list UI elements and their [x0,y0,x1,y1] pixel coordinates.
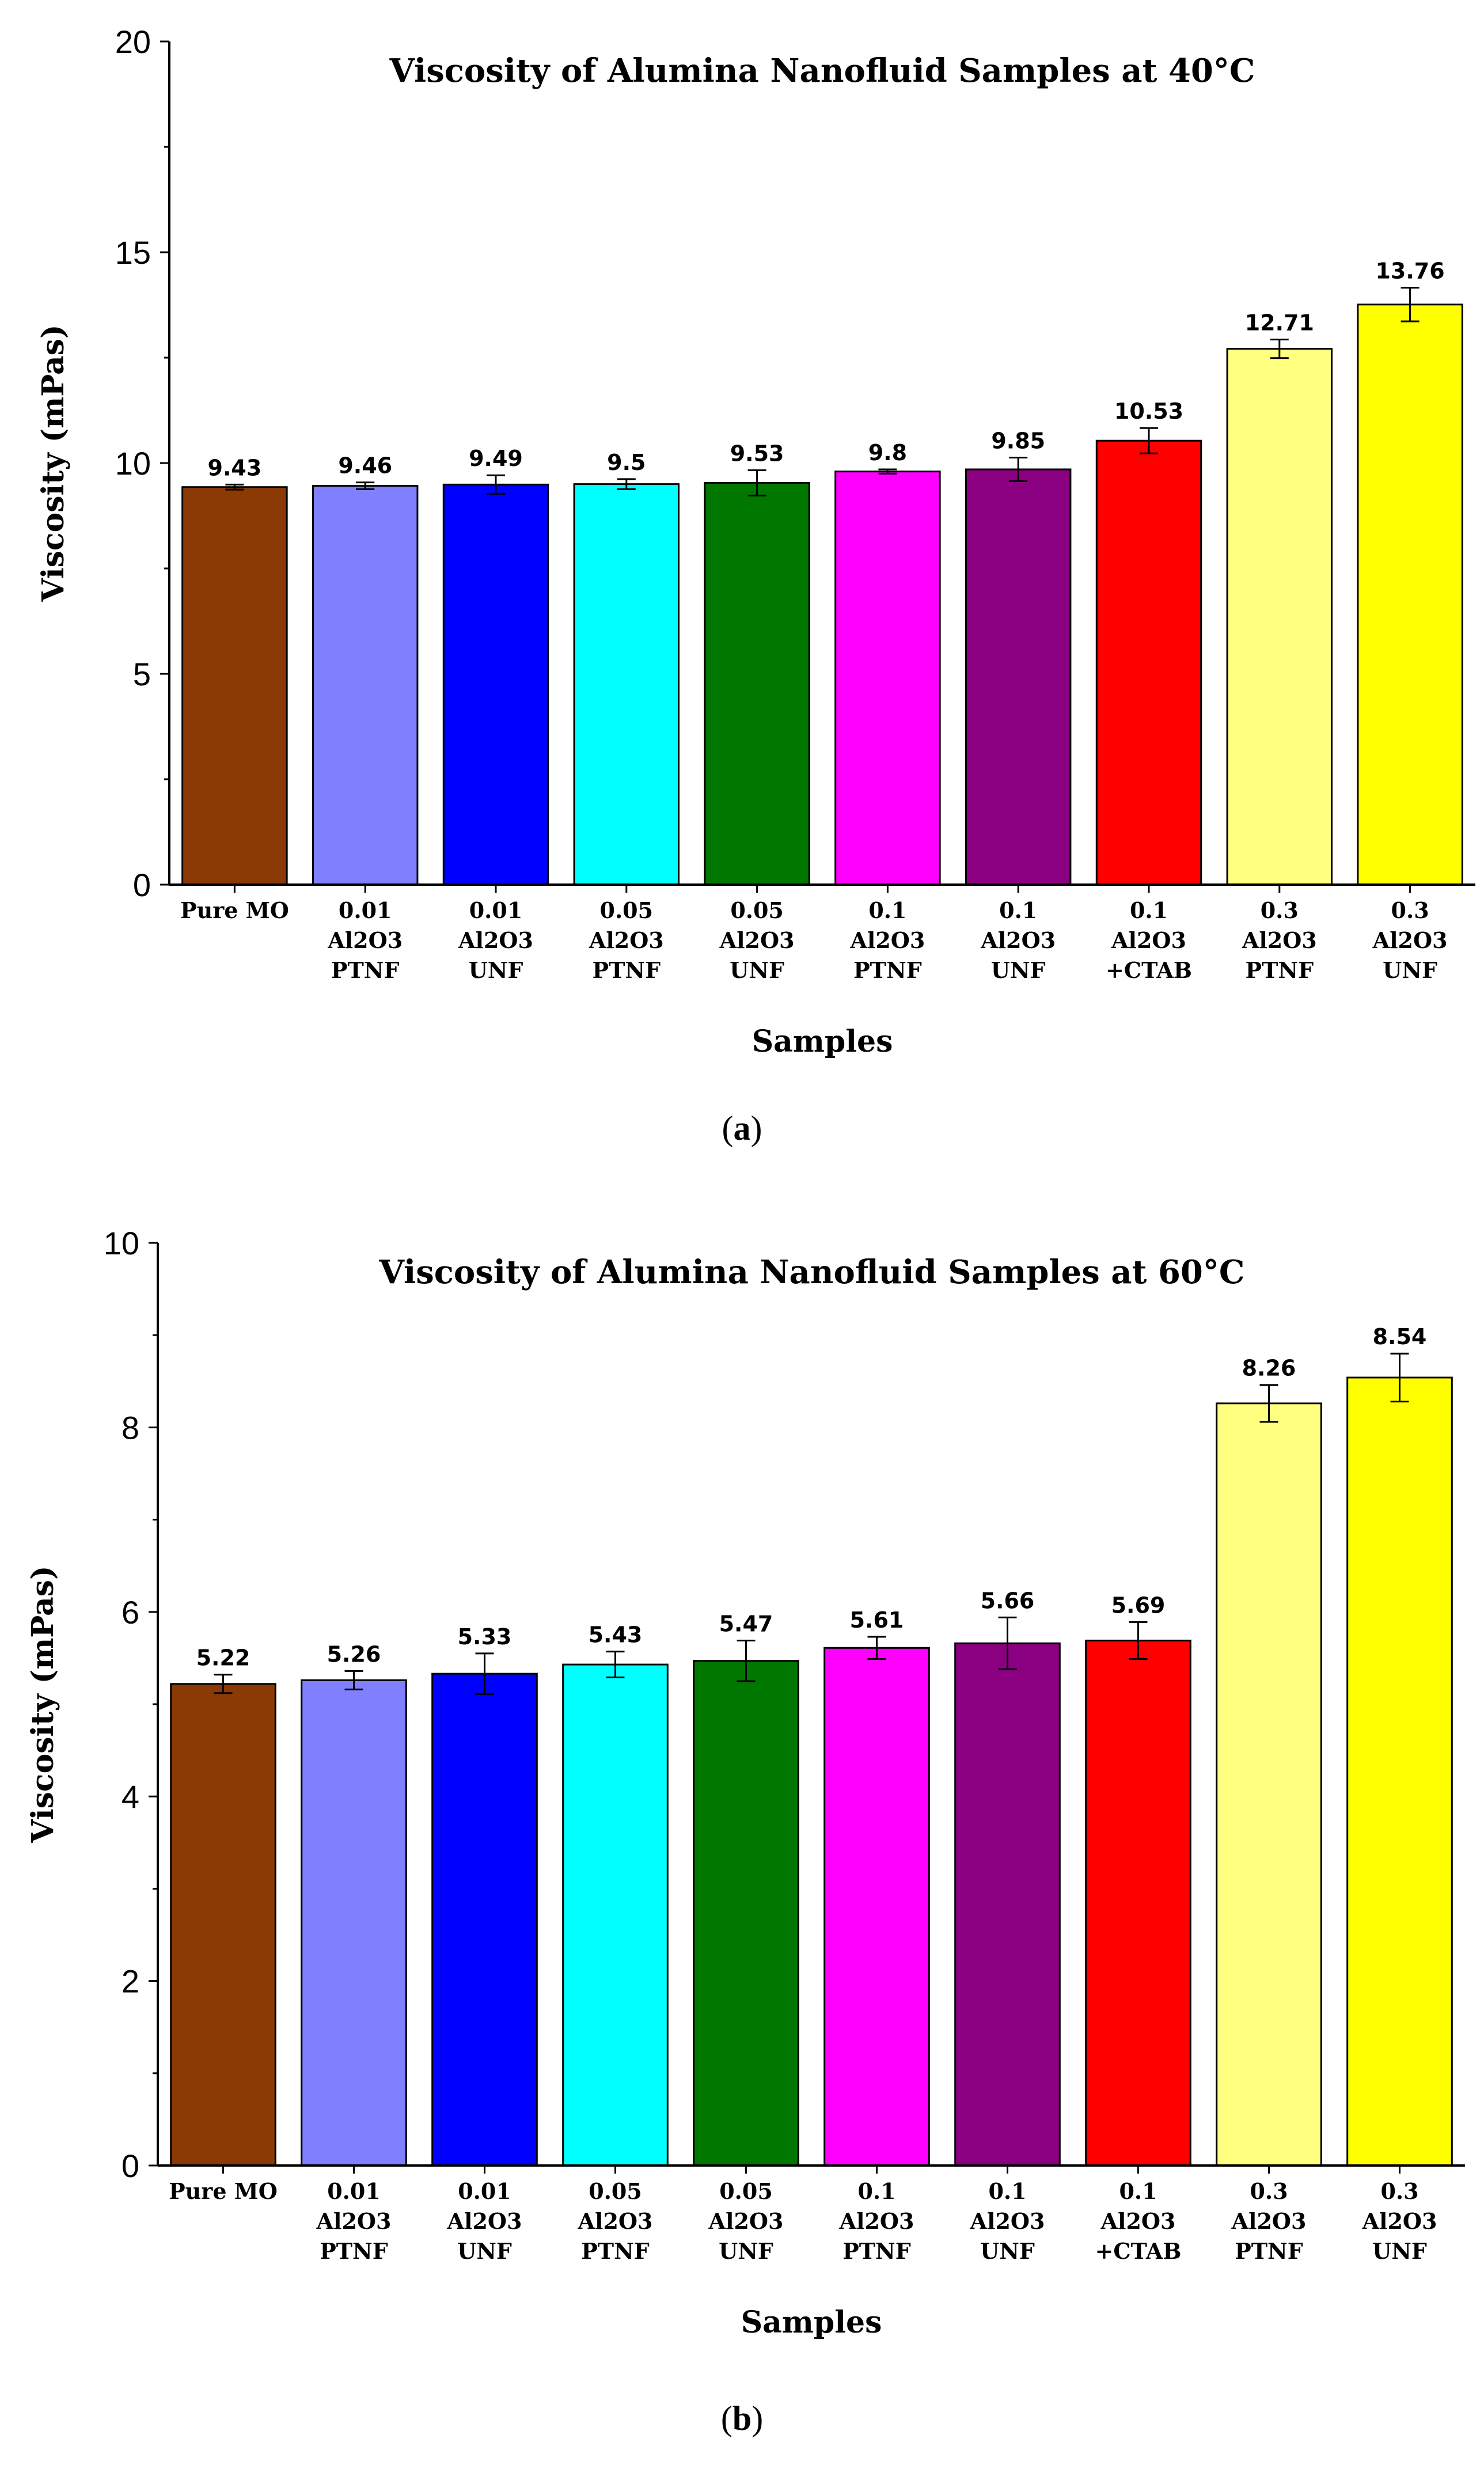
caption-a-letter: a [733,1109,751,1147]
chart-a-x-axis-title: Samples [752,1024,893,1059]
chart-a-value-label-6: 9.85 [991,428,1045,453]
chart-a-title: Viscosity of Alumina Nanofluid Samples a… [389,52,1255,90]
chart-b-value-label-1: 5.26 [327,1641,381,1667]
chart-b-bar-5 [823,1647,930,2167]
chart-b-ytick-label-1: 2 [122,1963,139,2000]
chart-a-bar-1 [312,485,419,886]
chart-b-category-label-0: Pure MO [169,2178,278,2204]
chart-a-bar-6 [965,468,1072,886]
chart-a-category-label-1: 0.01 Al2O3 PTNF [327,897,403,983]
chart-a-category-label-8: 0.3 Al2O3 PTNF [1242,897,1317,983]
chart-b-title: Viscosity of Alumina Nanofluid Samples a… [379,1253,1245,1291]
chart-a-category-label-0: Pure MO [180,897,289,923]
chart-b-value-label-5: 5.61 [850,1607,904,1633]
chart-a-bar-0 [181,486,288,886]
chart-a-y-axis-title: Viscosity (mPas) [36,324,71,602]
chart-a-value-label-5: 9.8 [868,440,907,465]
caption-b: (b) [720,2399,764,2437]
chart-b-category-label-4: 0.05 Al2O3 UNF [708,2178,784,2264]
chart-b-bar-3 [562,1663,669,2167]
chart-a-ytick-label-1: 5 [133,656,151,692]
chart-a-ytick-label-0: 0 [133,867,151,903]
chart-a-value-label-0: 9.43 [208,455,262,480]
chart-b-ytick-label-5: 10 [104,1225,139,1261]
chart-a-category-label-7: 0.1 Al2O3 +CTAB [1106,897,1192,983]
chart-b-category-label-8: 0.3 Al2O3 PTNF [1231,2178,1307,2264]
chart-b-category-label-3: 0.05 Al2O3 PTNF [578,2178,653,2264]
chart-a-bar-3 [573,483,680,886]
chart-b-bar-8 [1216,1402,1322,2167]
chart-b-bar-4 [693,1660,799,2167]
chart-b-value-label-9: 8.54 [1373,1324,1427,1349]
chart-b-category-label-7: 0.1 Al2O3 +CTAB [1095,2178,1182,2264]
chart-b-value-label-0: 5.22 [196,1645,251,1671]
chart-a-category-label-6: 0.1 Al2O3 UNF [980,897,1056,983]
chart-b-value-label-4: 5.47 [719,1611,773,1636]
chart-b-ytick-label-4: 8 [122,1409,139,1446]
chart-b-ytick-label-3: 6 [122,1594,139,1630]
chart-a-bar-2 [442,483,549,886]
chart-b-bar-7 [1085,1639,1191,2167]
chart-b-bar-0 [170,1683,276,2167]
chart-b-category-label-5: 0.1 Al2O3 PTNF [839,2178,914,2264]
chart-a: Viscosity of Alumina Nanofluid Samples a… [36,24,1475,1059]
chart-a-value-label-9: 13.76 [1375,258,1444,283]
caption-a: (a) [722,1109,762,1147]
chart-b: Viscosity of Alumina Nanofluid Samples a… [25,1225,1465,2340]
chart-b-x-axis-title: Samples [741,2305,882,2340]
chart-a-bar-5 [834,471,941,886]
chart-b-value-label-7: 5.69 [1111,1592,1166,1618]
chart-b-value-label-3: 5.43 [589,1622,643,1648]
chart-a-ytick-label-3: 15 [115,234,151,271]
chart-b-bar-9 [1346,1376,1453,2167]
chart-a-ytick-label-4: 20 [115,24,151,60]
chart-a-value-label-2: 9.49 [469,446,523,471]
chart-b-value-label-6: 5.66 [981,1588,1035,1613]
chart-b-y-axis-title: Viscosity (mPas) [25,1565,60,1843]
chart-b-category-label-9: 0.3 Al2O3 UNF [1362,2178,1437,2264]
chart-a-bar-7 [1095,439,1202,886]
chart-a-category-label-4: 0.05 Al2O3 UNF [719,897,795,983]
chart-a-value-label-4: 9.53 [730,441,784,466]
chart-a-value-label-8: 12.71 [1245,310,1314,336]
chart-b-value-label-2: 5.33 [458,1624,512,1649]
chart-b-bar-6 [954,1642,1061,2167]
chart-a-value-label-1: 9.46 [338,453,392,479]
chart-b-bar-2 [431,1673,538,2167]
chart-a-category-label-2: 0.01 Al2O3 UNF [458,897,533,983]
chart-b-category-label-1: 0.01 Al2O3 PTNF [316,2178,392,2264]
chart-a-bar-9 [1357,304,1463,886]
chart-a-value-label-3: 9.5 [607,450,646,475]
chart-b-category-label-6: 0.1 Al2O3 UNF [970,2178,1045,2264]
chart-a-category-label-3: 0.05 Al2O3 PTNF [589,897,664,983]
chart-a-category-label-9: 0.3 Al2O3 UNF [1372,897,1448,983]
chart-a-bar-8 [1226,348,1333,886]
chart-a-ytick-label-2: 10 [115,445,151,481]
chart-b-value-label-8: 8.26 [1242,1356,1296,1381]
chart-b-bar-1 [301,1679,407,2167]
chart-a-value-label-7: 10.53 [1114,399,1183,424]
chart-a-bar-4 [704,481,810,886]
chart-b-ytick-label-0: 0 [122,2148,139,2184]
chart-b-ytick-label-2: 4 [122,1778,139,1815]
caption-b-letter: b [732,2399,752,2437]
chart-a-category-label-5: 0.1 Al2O3 PTNF [849,897,925,983]
chart-b-category-label-2: 0.01 Al2O3 UNF [447,2178,522,2264]
